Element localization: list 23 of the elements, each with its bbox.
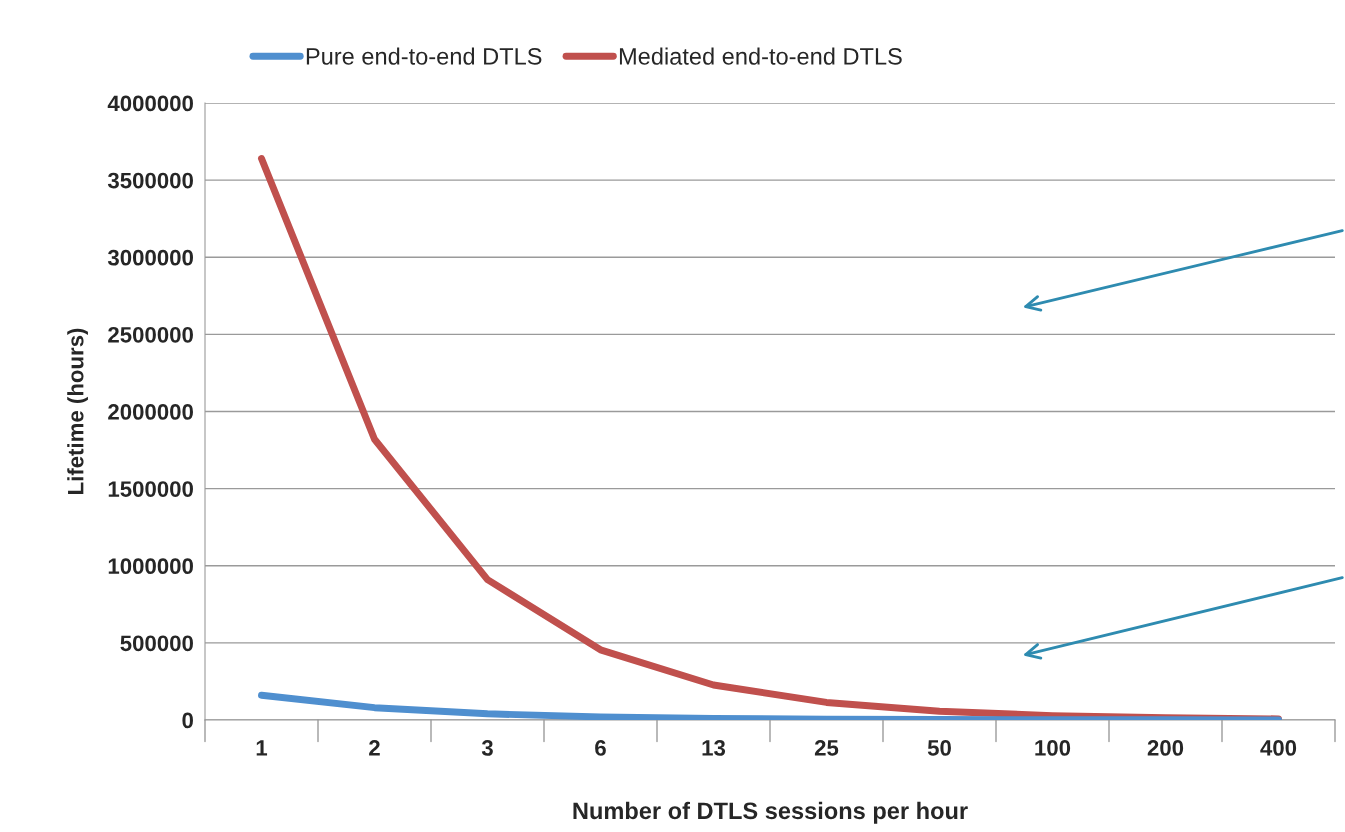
y-tick-label: 3000000 bbox=[107, 249, 193, 266]
y-axis-title: Lifetime (hours) bbox=[67, 328, 88, 494]
x-tick-label: 3 bbox=[481, 740, 493, 756]
y-tick-label: 1000000 bbox=[108, 558, 193, 575]
y-tick-label: 4000000 bbox=[107, 95, 193, 112]
legend-label: Mediated end-to-end DTLS bbox=[619, 47, 902, 65]
x-tick-label: 50 bbox=[927, 740, 951, 756]
x-axis-title: Number of DTLS sessions per hour bbox=[573, 801, 968, 824]
x-tick-label: 100 bbox=[1035, 740, 1071, 756]
x-tick-label: 1 bbox=[256, 740, 268, 756]
x-tick-label: 200 bbox=[1147, 740, 1184, 756]
y-tick-label: 0 bbox=[182, 712, 193, 729]
y-tick-label: 500000 bbox=[120, 635, 193, 652]
x-tick-label: 25 bbox=[814, 740, 839, 756]
y-tick-label: 2500000 bbox=[108, 326, 193, 343]
y-tick-label: 1500000 bbox=[108, 481, 193, 497]
x-tick-label: 2 bbox=[369, 740, 380, 756]
x-tick-label: 6 bbox=[595, 740, 606, 756]
legend-label: Pure end-to-end DTLS bbox=[306, 47, 542, 65]
y-tick-label: 3500000 bbox=[107, 172, 193, 189]
x-tick-label: 400 bbox=[1260, 740, 1297, 756]
x-tick-label: 13 bbox=[702, 740, 726, 756]
y-tick-label: 2000000 bbox=[108, 404, 193, 420]
